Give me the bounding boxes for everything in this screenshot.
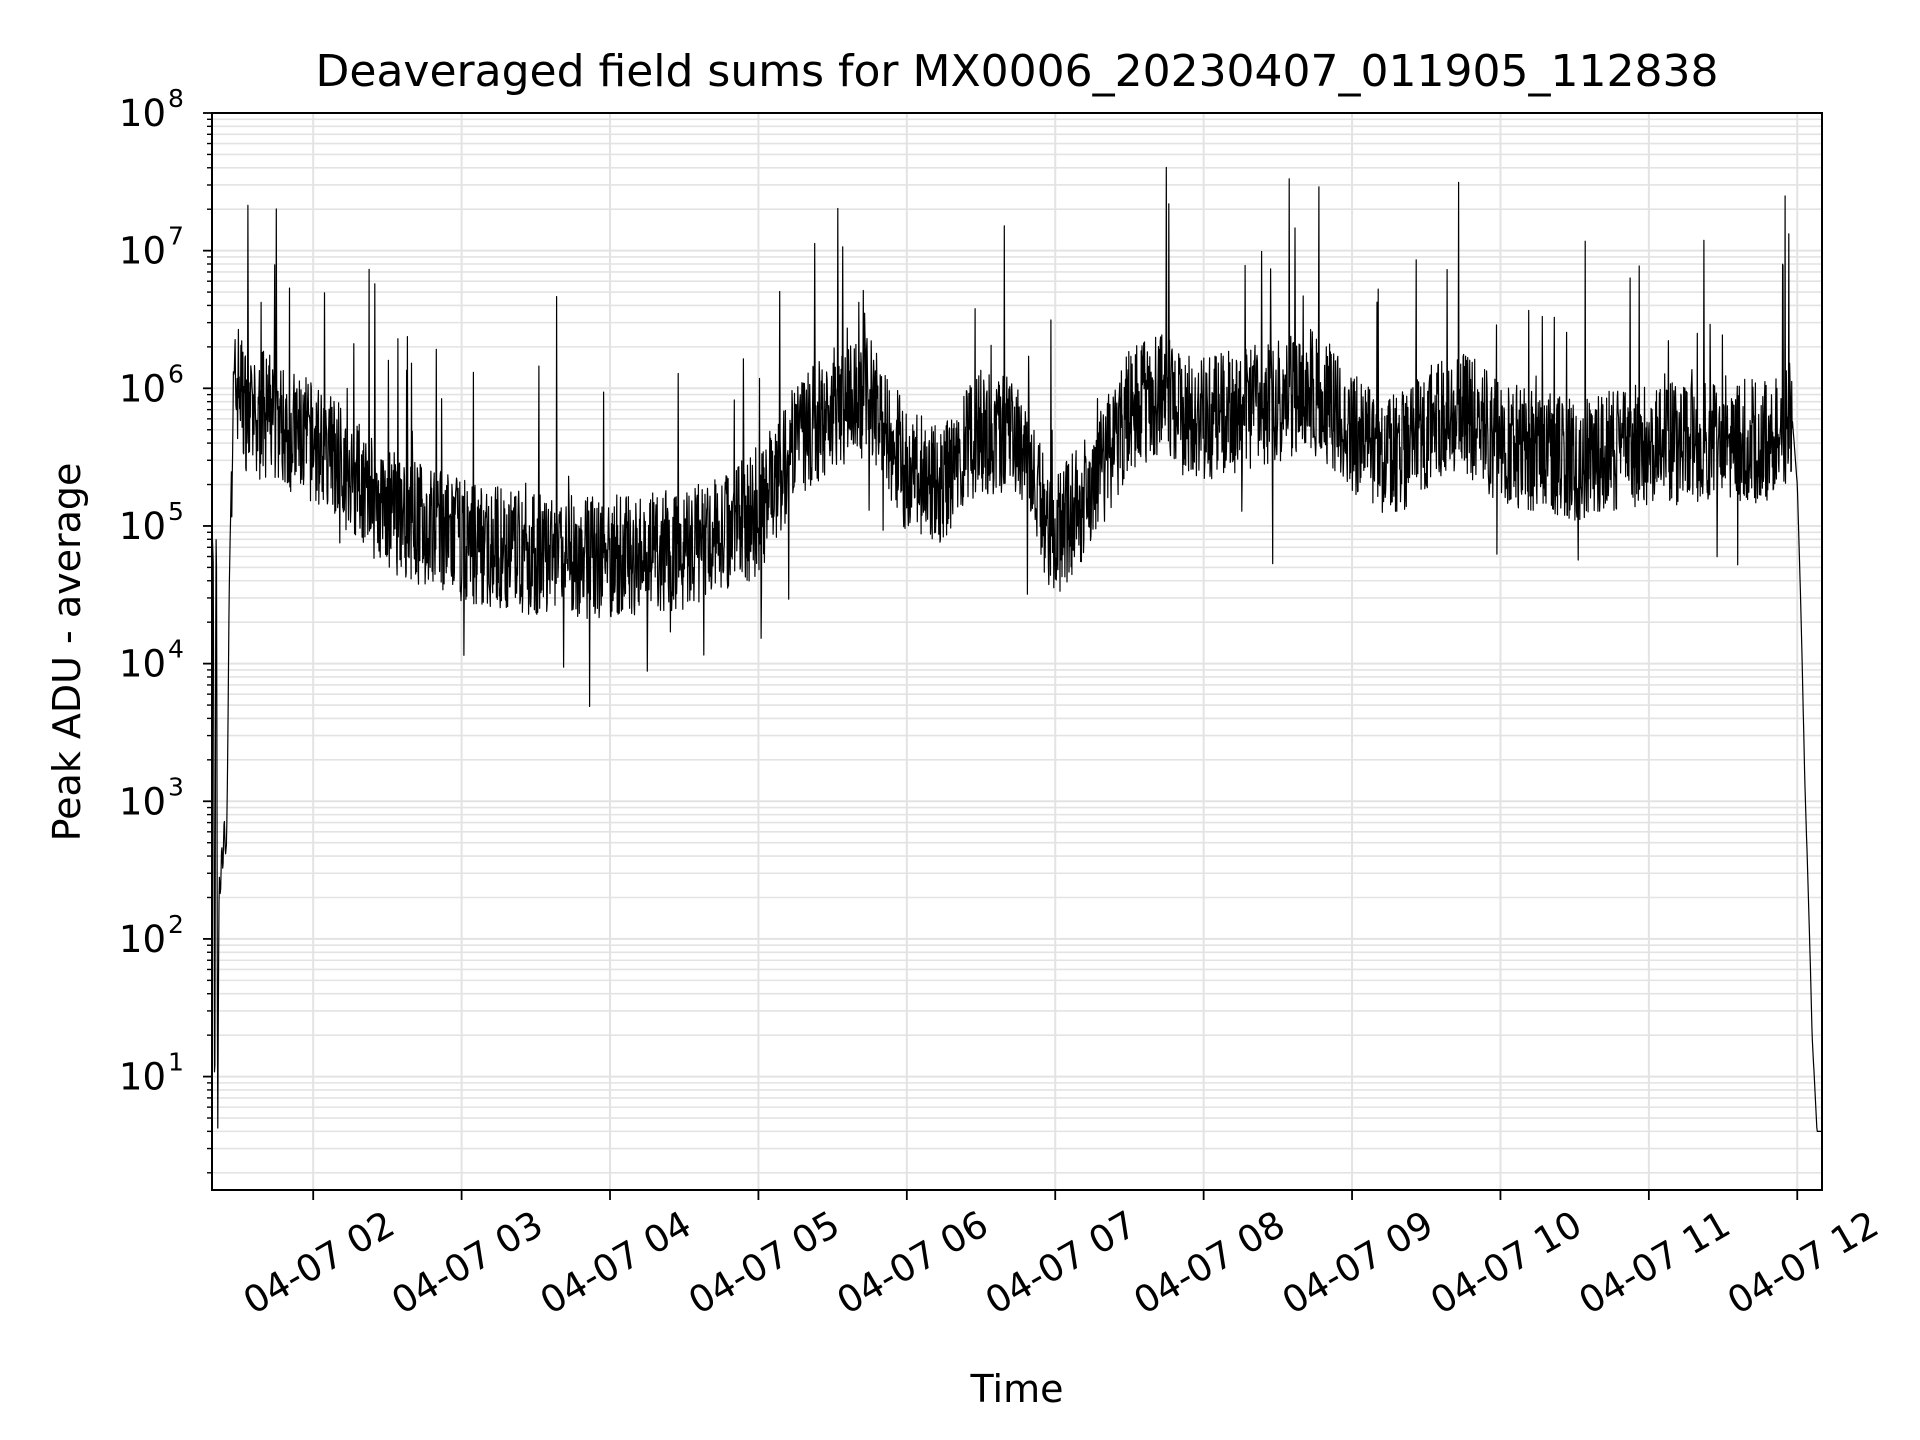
y-tick-exponent: 5 <box>168 497 184 526</box>
y-tick-exponent: 7 <box>168 222 184 251</box>
y-tick-label: 10 <box>119 230 166 273</box>
x-axis-label: Time <box>970 1367 1064 1411</box>
y-tick-label: 10 <box>119 1056 166 1099</box>
plot-frame <box>211 112 1823 1191</box>
series <box>211 166 1823 1133</box>
y-tick-label: 10 <box>119 643 166 686</box>
y-tick-exponent: 4 <box>168 635 184 664</box>
y-tick-label: 10 <box>119 367 166 410</box>
y-tick-exponent: 3 <box>168 772 184 801</box>
y-tick-label: 10 <box>119 918 166 961</box>
series-line <box>211 166 1823 1133</box>
y-tick-label: 10 <box>119 505 166 548</box>
y-tick-exponent: 8 <box>168 84 184 113</box>
y-tick-label: 10 <box>119 780 166 823</box>
y-axis-label: Peak ADU - average <box>45 463 89 842</box>
y-tick-exponent: 2 <box>168 910 184 939</box>
chart-title: Deaveraged field sums for MX0006_2023040… <box>316 46 1719 97</box>
y-tick-exponent: 6 <box>168 359 184 388</box>
y-tick-exponent: 1 <box>168 1048 184 1077</box>
y-tick-label: 10 <box>119 92 166 135</box>
